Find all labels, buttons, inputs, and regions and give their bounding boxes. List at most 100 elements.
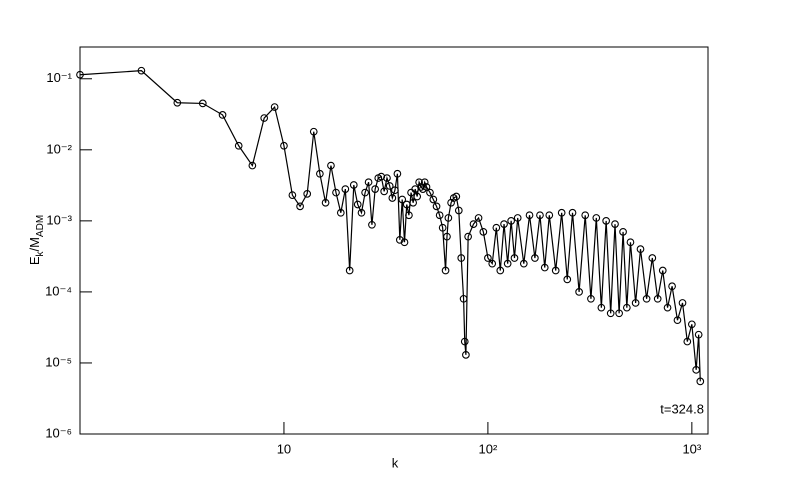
data-point [626, 238, 635, 247]
y-tick-label: 10⁻⁴ [45, 283, 72, 298]
data-point [464, 232, 472, 241]
data-point [587, 294, 595, 303]
x-tick-label: 10 [277, 441, 291, 456]
data-point [349, 181, 358, 189]
data-point [642, 294, 651, 303]
y-tick-label: 10⁻³ [46, 212, 72, 227]
data-point [519, 259, 528, 268]
data-point [462, 351, 470, 359]
data-point [622, 303, 631, 312]
data-point [668, 282, 676, 291]
y-tick-label: 10⁻⁶ [45, 425, 72, 440]
data-point [280, 141, 288, 150]
plot-frame [79, 46, 709, 435]
y-tick-label: 10⁻¹ [46, 70, 72, 85]
data-point [619, 228, 627, 236]
data-point [615, 309, 623, 318]
data-point [488, 259, 497, 268]
data-point [364, 178, 373, 187]
data-point [500, 220, 508, 228]
data-point [484, 254, 492, 262]
x-axis-label: k [392, 455, 399, 470]
data-point [420, 178, 429, 187]
data-point [409, 198, 417, 207]
data-point [385, 182, 394, 190]
data-point [368, 220, 376, 229]
data-point [383, 174, 391, 182]
data-point [377, 172, 386, 181]
data-point [415, 178, 423, 187]
x-tick-label: 10² [479, 441, 498, 456]
data-point [336, 208, 345, 217]
series-line [79, 70, 701, 382]
data-point [688, 320, 696, 329]
data-point [551, 266, 560, 275]
data-point [76, 70, 84, 79]
data-point [678, 299, 687, 307]
data-point [479, 228, 488, 236]
data-point [444, 214, 453, 222]
data-point [673, 316, 682, 325]
data-point [507, 217, 515, 225]
data-point [692, 365, 701, 374]
data-point [459, 294, 468, 303]
data-point [648, 254, 657, 262]
data-point [429, 195, 438, 204]
data-point [683, 337, 692, 346]
data-point [432, 202, 441, 211]
data-point [371, 185, 379, 193]
data-point [492, 223, 501, 232]
data-point [398, 195, 407, 204]
data-point [137, 66, 146, 75]
data-point [658, 266, 667, 275]
y-label-sub: k [35, 251, 46, 257]
data-point [321, 198, 330, 207]
data-point [469, 220, 478, 228]
data-point [341, 185, 350, 193]
data-point [696, 377, 705, 386]
data-point [525, 211, 534, 220]
data-point [592, 214, 601, 222]
y-label-part: E [27, 256, 42, 265]
data-point [597, 303, 606, 312]
data-point [581, 211, 590, 220]
data-point [400, 238, 409, 247]
data-point [332, 188, 340, 197]
data-point [353, 200, 362, 209]
data-point [545, 211, 554, 220]
data-point [380, 187, 389, 196]
data-point [443, 232, 451, 241]
annotation: t=324.8 [660, 401, 704, 416]
data-point [345, 266, 354, 275]
y-tick-label: 10⁻² [46, 141, 72, 156]
data-point [460, 337, 469, 346]
data-point [234, 141, 243, 150]
data-point [422, 183, 431, 191]
y-axis-label: Ek/MADM [27, 215, 45, 265]
data-point [454, 206, 463, 215]
data-point [413, 192, 422, 201]
data-point [417, 183, 425, 191]
data-point [395, 236, 404, 244]
data-point [631, 299, 640, 307]
data-point [510, 254, 519, 262]
y-tick-label: 10⁻⁵ [45, 354, 72, 369]
data-point [513, 214, 522, 222]
data-point [653, 294, 662, 303]
data-point [452, 192, 461, 201]
data-point [173, 98, 182, 107]
data-point [611, 220, 619, 228]
data-point [260, 114, 269, 122]
data-point [391, 186, 399, 195]
x-tick-label: 10³ [682, 441, 701, 456]
data-point [602, 217, 610, 225]
data-point [270, 103, 279, 111]
data-point [388, 194, 397, 202]
y-label-part: /M [27, 237, 42, 251]
data-point [441, 266, 450, 275]
data-point [536, 211, 544, 220]
data-point [316, 169, 324, 178]
data-point [327, 161, 335, 170]
data-point [438, 223, 447, 232]
